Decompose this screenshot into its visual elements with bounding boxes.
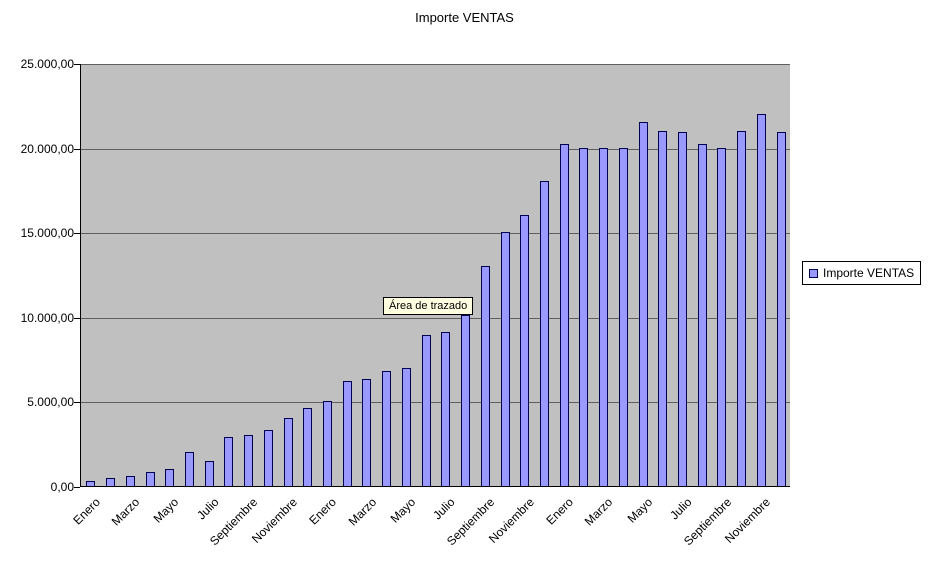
bar-noviembre-y2[interactable]: [520, 215, 529, 486]
plot-area[interactable]: [80, 64, 790, 487]
y-axis-label: 20.000,00: [20, 142, 74, 156]
bar-febrero-y2[interactable]: [343, 381, 352, 486]
y-axis-label: 10.000,00: [20, 311, 74, 325]
x-axis-label: Mayo: [387, 495, 419, 526]
bar-junio-y2[interactable]: [422, 335, 431, 486]
bar-marzo-y3[interactable]: [599, 148, 608, 486]
gridline: [81, 233, 790, 234]
bar-septiembre-y2[interactable]: [481, 266, 490, 486]
bar-abril-y1[interactable]: [146, 472, 155, 486]
bar-febrero-y1[interactable]: [106, 478, 115, 486]
gridline: [81, 318, 790, 319]
bar-septiembre-y1[interactable]: [244, 435, 253, 486]
bar-febrero-y3[interactable]: [579, 148, 588, 486]
gridline: [81, 149, 790, 150]
y-axis-tick: [74, 487, 80, 488]
legend-label: Importe VENTAS: [823, 266, 915, 280]
x-axis-label: Mayo: [151, 495, 182, 526]
x-axis-label: Julio: [667, 495, 695, 523]
bar-octubre-y3[interactable]: [737, 131, 746, 486]
bar-abril-y3[interactable]: [619, 148, 628, 486]
y-axis-tick: [74, 64, 80, 65]
y-axis-tick: [74, 402, 80, 403]
bar-mayo-y1[interactable]: [165, 469, 174, 486]
bar-mayo-y2[interactable]: [402, 368, 411, 486]
bar-agosto-y2[interactable]: [461, 315, 470, 486]
bar-octubre-y2[interactable]: [501, 232, 510, 486]
y-axis-label: 15.000,00: [20, 226, 74, 240]
bar-marzo-y1[interactable]: [126, 476, 135, 486]
bar-diciembre-y1[interactable]: [303, 408, 312, 486]
bar-agosto-y3[interactable]: [698, 144, 707, 486]
bar-agosto-y1[interactable]: [224, 437, 233, 486]
bar-julio-y3[interactable]: [678, 132, 687, 486]
y-axis-tick: [74, 233, 80, 234]
x-axis-label: Marzo: [582, 495, 616, 529]
x-axis-label: Julio: [430, 495, 458, 523]
bar-junio-y3[interactable]: [658, 131, 667, 486]
chart-title[interactable]: Importe VENTAS: [415, 10, 514, 25]
bar-mayo-y3[interactable]: [639, 122, 648, 486]
bar-enero-y3[interactable]: [560, 144, 569, 486]
gridline: [81, 402, 790, 403]
bar-diciembre-y2[interactable]: [540, 181, 549, 486]
legend-marker-icon: [809, 268, 818, 278]
x-axis-label: Enero: [306, 495, 340, 528]
bar-septiembre-y3[interactable]: [717, 148, 726, 486]
x-axis-label: Mayo: [624, 495, 655, 526]
bar-noviembre-y1[interactable]: [284, 418, 293, 486]
bar-enero-y1[interactable]: [86, 481, 95, 486]
y-axis-label: 5.000,00: [27, 395, 74, 409]
x-axis-label: Enero: [543, 495, 577, 528]
bar-diciembre-y3[interactable]: [777, 132, 786, 486]
bar-junio-y1[interactable]: [185, 452, 194, 486]
y-axis-label: 25.000,00: [20, 57, 74, 71]
plot-area-tooltip: Área de trazado: [383, 297, 474, 315]
y-axis-tick: [74, 318, 80, 319]
legend[interactable]: Importe VENTAS: [802, 261, 922, 285]
y-axis-tick: [74, 149, 80, 150]
bar-marzo-y2[interactable]: [362, 379, 371, 486]
bar-julio-y1[interactable]: [205, 461, 214, 486]
x-axis-label: Marzo: [108, 495, 143, 529]
bar-enero-y2[interactable]: [323, 401, 332, 486]
x-axis-label: Julio: [193, 495, 222, 523]
bar-abril-y2[interactable]: [382, 371, 391, 486]
bar-octubre-y1[interactable]: [264, 430, 273, 486]
x-axis-label: Enero: [70, 495, 103, 528]
y-axis-label: 0,00: [50, 480, 74, 494]
bar-noviembre-y3[interactable]: [757, 114, 766, 486]
bar-julio-y2[interactable]: [441, 332, 450, 486]
x-axis-label: Marzo: [345, 495, 379, 529]
gridline: [81, 64, 790, 65]
